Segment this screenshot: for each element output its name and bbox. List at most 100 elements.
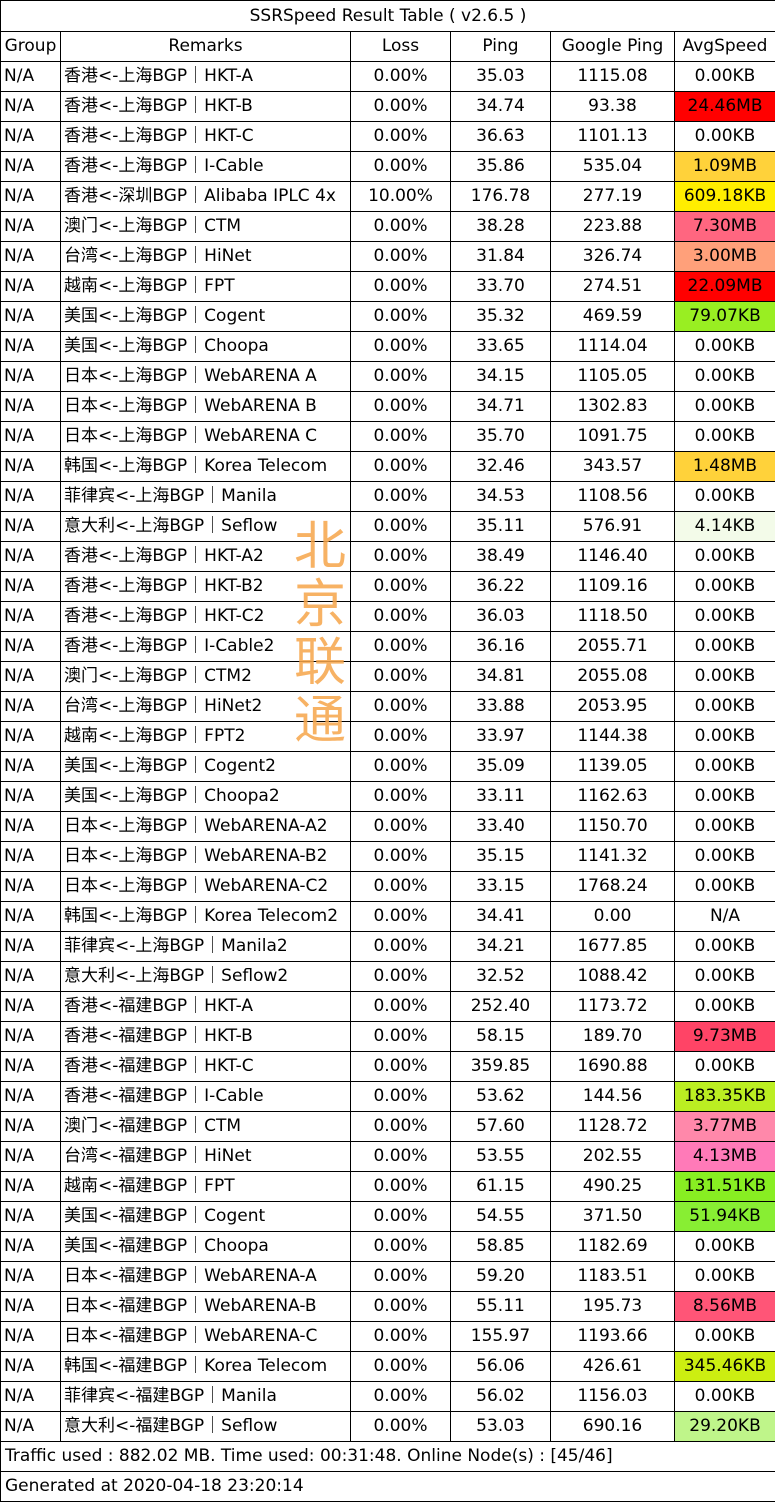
header-loss: Loss (351, 32, 451, 62)
cell-loss: 0.00% (351, 722, 451, 752)
cell-ping: 34.74 (451, 92, 551, 122)
cell-google-ping: 1150.70 (551, 812, 675, 842)
cell-google-ping: 0.00 (551, 902, 675, 932)
cell-google-ping: 1115.08 (551, 62, 675, 92)
footer-generated-row: Generated at 2020-04-18 23:20:14 (1, 1472, 775, 1502)
cell-avgspeed: 0.00KB (675, 1322, 775, 1352)
cell-loss: 0.00% (351, 1142, 451, 1172)
cell-google-ping: 690.16 (551, 1412, 675, 1442)
cell-ping: 53.62 (451, 1082, 551, 1112)
cell-group: N/A (1, 242, 61, 272)
cell-loss: 0.00% (351, 1202, 451, 1232)
cell-avgspeed: 0.00KB (675, 812, 775, 842)
cell-google-ping: 93.38 (551, 92, 675, 122)
cell-google-ping: 469.59 (551, 302, 675, 332)
cell-ping: 58.85 (451, 1232, 551, 1262)
cell-loss: 0.00% (351, 1322, 451, 1352)
cell-remarks: 香港<-上海BGP｜I-Cable (61, 152, 351, 182)
cell-remarks: 日本<-上海BGP｜WebARENA B (61, 392, 351, 422)
cell-google-ping: 1768.24 (551, 872, 675, 902)
cell-avgspeed: 0.00KB (675, 992, 775, 1022)
cell-loss: 0.00% (351, 212, 451, 242)
title-row: SSRSpeed Result Table ( v2.6.5 ) (1, 1, 775, 32)
cell-ping: 33.70 (451, 272, 551, 302)
cell-avgspeed: 0.00KB (675, 362, 775, 392)
cell-loss: 0.00% (351, 122, 451, 152)
cell-google-ping: 1156.03 (551, 1382, 675, 1412)
cell-group: N/A (1, 1202, 61, 1232)
cell-remarks: 美国<-上海BGP｜Cogent (61, 302, 351, 332)
cell-avgspeed: 0.00KB (675, 842, 775, 872)
cell-group: N/A (1, 1022, 61, 1052)
table-title: SSRSpeed Result Table ( v2.6.5 ) (1, 1, 775, 32)
cell-group: N/A (1, 92, 61, 122)
cell-loss: 0.00% (351, 962, 451, 992)
cell-remarks: 香港<-上海BGP｜HKT-A (61, 62, 351, 92)
cell-avgspeed: 0.00KB (675, 62, 775, 92)
cell-google-ping: 326.74 (551, 242, 675, 272)
cell-remarks: 香港<-上海BGP｜I-Cable2 (61, 632, 351, 662)
cell-group: N/A (1, 422, 61, 452)
cell-avgspeed: 0.00KB (675, 1232, 775, 1262)
cell-avgspeed: 1.09MB (675, 152, 775, 182)
cell-avgspeed: 1.48MB (675, 452, 775, 482)
cell-avgspeed: 3.77MB (675, 1112, 775, 1142)
cell-remarks: 香港<-上海BGP｜HKT-A2 (61, 542, 351, 572)
cell-ping: 36.22 (451, 572, 551, 602)
cell-group: N/A (1, 962, 61, 992)
cell-avgspeed: 0.00KB (675, 962, 775, 992)
cell-group: N/A (1, 1292, 61, 1322)
footer-traffic-row: Traffic used : 882.02 MB. Time used: 00:… (1, 1442, 775, 1472)
cell-remarks: 台湾<-福建BGP｜HiNet (61, 1142, 351, 1172)
cell-google-ping: 223.88 (551, 212, 675, 242)
cell-avgspeed: 0.00KB (675, 932, 775, 962)
cell-google-ping: 1182.69 (551, 1232, 675, 1262)
cell-group: N/A (1, 872, 61, 902)
cell-remarks: 意大利<-福建BGP｜Seflow (61, 1412, 351, 1442)
cell-remarks: 韩国<-福建BGP｜Korea Telecom (61, 1352, 351, 1382)
cell-remarks: 日本<-福建BGP｜WebARENA-C (61, 1322, 351, 1352)
cell-group: N/A (1, 272, 61, 302)
cell-loss: 0.00% (351, 632, 451, 662)
cell-ping: 33.15 (451, 872, 551, 902)
cell-google-ping: 371.50 (551, 1202, 675, 1232)
cell-group: N/A (1, 1052, 61, 1082)
cell-ping: 38.28 (451, 212, 551, 242)
cell-group: N/A (1, 392, 61, 422)
cell-group: N/A (1, 1322, 61, 1352)
cell-google-ping: 1128.72 (551, 1112, 675, 1142)
cell-group: N/A (1, 1142, 61, 1172)
cell-group: N/A (1, 362, 61, 392)
cell-remarks: 越南<-福建BGP｜FPT (61, 1172, 351, 1202)
cell-ping: 35.03 (451, 62, 551, 92)
cell-remarks: 美国<-上海BGP｜Choopa2 (61, 782, 351, 812)
cell-avgspeed: 22.09MB (675, 272, 775, 302)
cell-loss: 0.00% (351, 1412, 451, 1442)
cell-avgspeed: N/A (675, 902, 775, 932)
cell-avgspeed: 0.00KB (675, 332, 775, 362)
header-google-ping: Google Ping (551, 32, 675, 62)
cell-ping: 54.55 (451, 1202, 551, 1232)
cell-group: N/A (1, 692, 61, 722)
cell-avgspeed: 0.00KB (675, 482, 775, 512)
cell-group: N/A (1, 902, 61, 932)
cell-ping: 36.03 (451, 602, 551, 632)
cell-remarks: 美国<-福建BGP｜Cogent (61, 1202, 351, 1232)
cell-group: N/A (1, 1262, 61, 1292)
cell-ping: 359.85 (451, 1052, 551, 1082)
